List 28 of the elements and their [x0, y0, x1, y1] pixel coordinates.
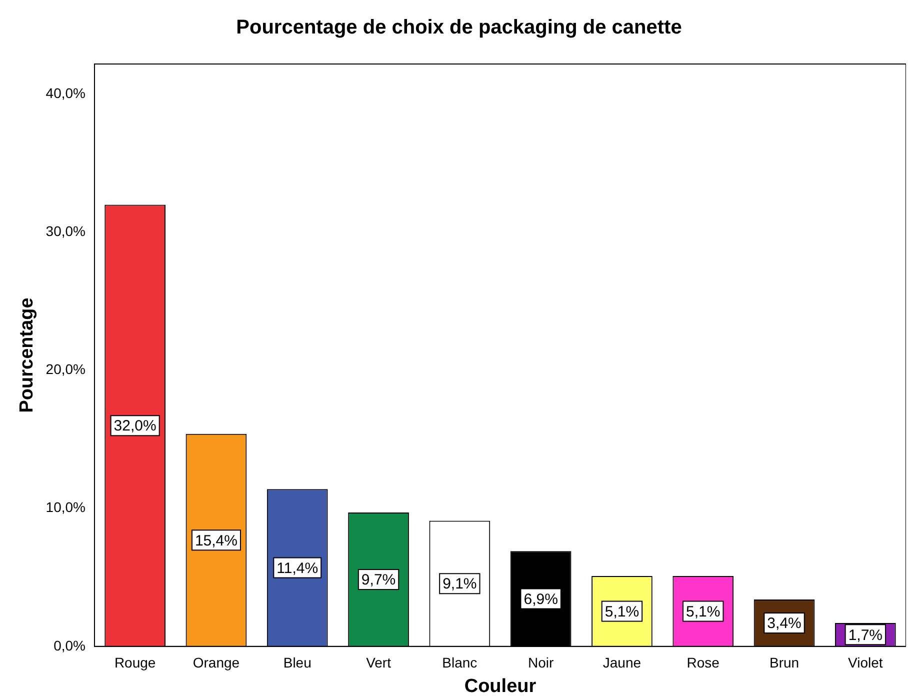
y-tick-label: 0,0% [54, 637, 86, 654]
data-label: 5,1% [686, 603, 720, 620]
x-axis-title: Couleur [464, 676, 537, 697]
x-tick-label: Orange [192, 654, 240, 671]
y-tick-label: 20,0% [46, 361, 86, 378]
data-label: 15,4% [194, 532, 238, 550]
x-tick-label: Jaune [602, 654, 642, 671]
x-tick-label: Noir [528, 654, 554, 671]
data-label: 9,1% [442, 576, 477, 593]
chart-title: Pourcentage de choix de packaging de canette [236, 16, 682, 39]
x-tick-label: Violet [848, 654, 883, 671]
x-tick-label: Blanc [442, 654, 478, 671]
x-tick-label: Rouge [114, 654, 156, 671]
data-label: 1,7% [848, 626, 883, 644]
y-tick-label: 10,0% [46, 499, 86, 516]
x-tick-label: Vert [366, 654, 392, 671]
x-tick-label: Brun [769, 654, 800, 671]
y-axis-title: Pourcentage [16, 298, 38, 413]
data-label: 11,4% [276, 560, 318, 577]
data-label: 9,7% [361, 572, 396, 589]
x-tick-label: Rose [686, 654, 720, 671]
data-label: 3,4% [767, 615, 802, 632]
data-label: 5,1% [604, 603, 640, 620]
data-label: 6,9% [524, 590, 558, 608]
data-label: 32,0% [114, 418, 156, 435]
x-tick-label: Bleu [283, 654, 312, 671]
y-tick-label: 30,0% [46, 223, 86, 240]
y-tick-label: 40,0% [46, 85, 86, 102]
